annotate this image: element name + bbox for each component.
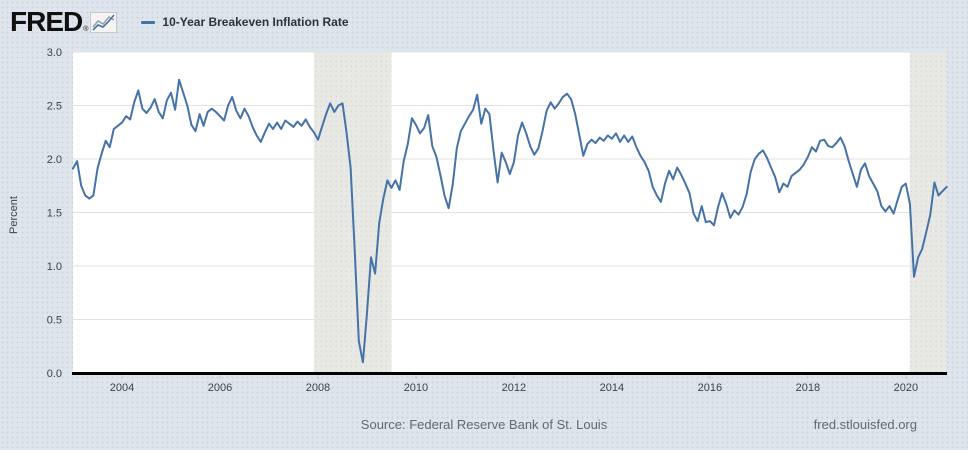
site-link[interactable]: fred.stlouisfed.org: [813, 417, 917, 432]
fred-logo-text: FRED: [10, 6, 83, 37]
x-axis-tick-label: 2008: [306, 382, 330, 394]
chart-footer: Source: Federal Reserve Bank of St. Loui…: [0, 417, 968, 437]
series-line: [72, 78, 948, 364]
y-axis-title: Percent: [8, 196, 20, 234]
x-axis-tick-label: 2012: [502, 382, 526, 394]
series-legend: 10-Year Breakeven Inflation Rate: [141, 15, 349, 29]
registered-trademark: ®: [83, 26, 89, 33]
y-axis-tick-label: 0.0: [47, 368, 62, 380]
y-axis-tick-label: 2.5: [47, 101, 62, 113]
chart-header: FRED ® 10-Year Breakeven Inflation Rate: [10, 5, 349, 39]
x-axis-tick-label: 2014: [600, 382, 624, 394]
fred-logo[interactable]: FRED ®: [10, 6, 118, 37]
x-axis-tick-label: 2020: [894, 382, 918, 394]
x-axis-tick-label: 2006: [208, 382, 232, 394]
y-axis-tick-label: 2.0: [47, 154, 62, 166]
x-axis-tick-label: 2016: [698, 382, 722, 394]
legend-line-swatch: [141, 20, 156, 24]
x-axis-tick-label: 2004: [110, 382, 134, 394]
y-axis-tick-label: 0.5: [47, 315, 62, 327]
fred-logo-chart-icon: [90, 11, 118, 33]
x-axis-tick-label: 2010: [404, 382, 428, 394]
y-axis-tick-label: 3.0: [47, 47, 62, 59]
y-axis-tick-label: 1.0: [47, 261, 62, 273]
y-axis-tick-label: 1.5: [47, 208, 62, 220]
source-text: Source: Federal Reserve Bank of St. Loui…: [360, 417, 608, 432]
x-axis-tick-label: 2018: [796, 382, 820, 394]
legend-label: 10-Year Breakeven Inflation Rate: [162, 15, 349, 29]
